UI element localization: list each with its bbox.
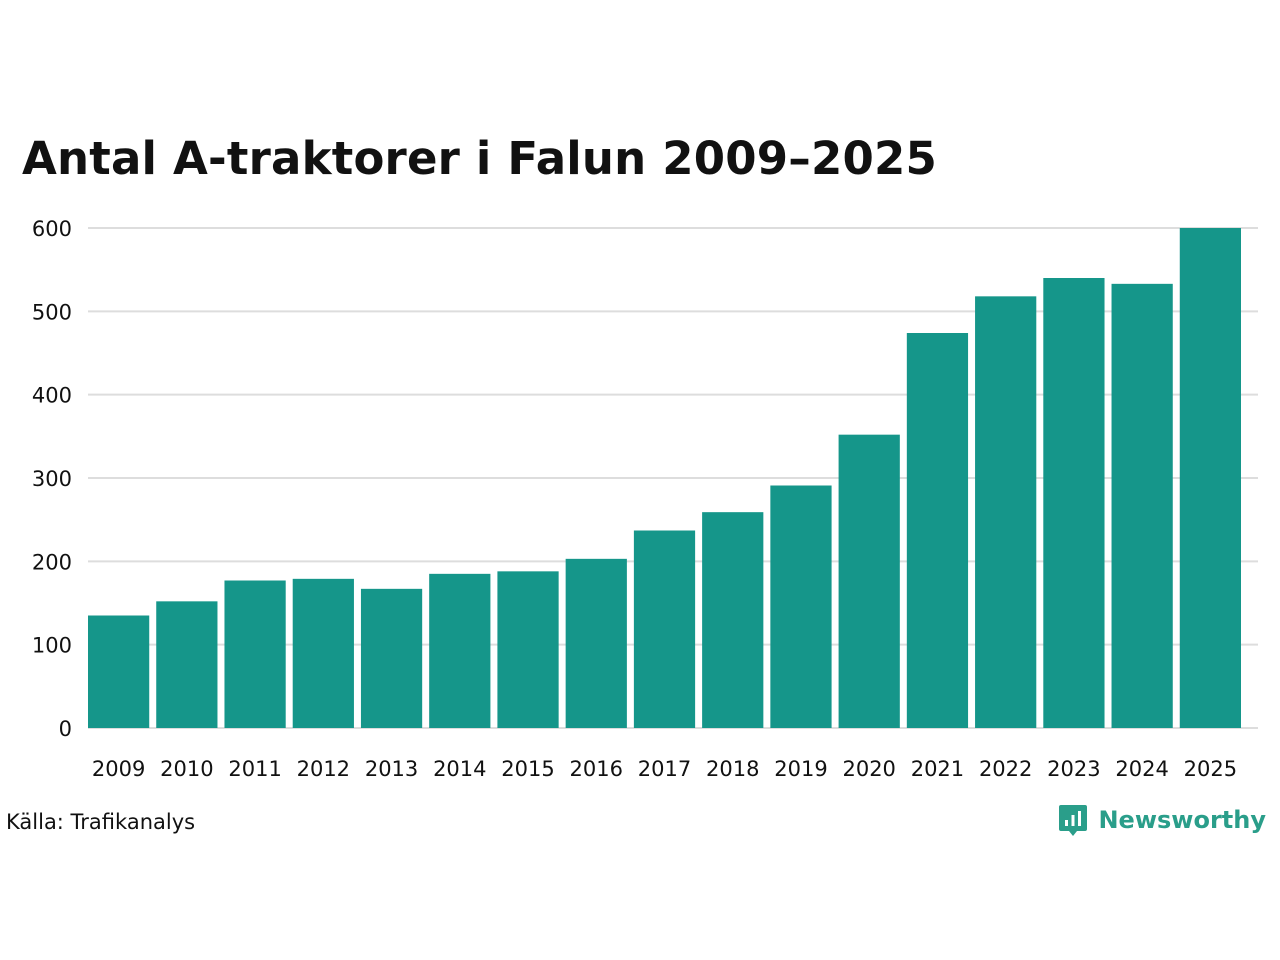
- x-tick-label: 2016: [570, 757, 623, 781]
- bar: [633, 530, 696, 728]
- bar: [360, 588, 423, 728]
- bar: [429, 573, 491, 728]
- x-tick-label: 2023: [1047, 757, 1100, 781]
- bar: [702, 512, 764, 728]
- x-tick-label: 2022: [979, 757, 1032, 781]
- bar: [224, 580, 286, 728]
- x-tick-label: 2013: [365, 757, 418, 781]
- x-tick-label: 2021: [911, 757, 964, 781]
- bar: [906, 333, 969, 728]
- y-tick-label: 500: [32, 300, 72, 324]
- brand-name: Newsworthy: [1098, 806, 1266, 834]
- x-tick-label: 2017: [638, 757, 691, 781]
- bar: [88, 615, 150, 728]
- x-tick-label: 2024: [1115, 757, 1168, 781]
- bar: [1043, 278, 1105, 728]
- bar: [565, 558, 627, 728]
- x-tick-label: 2014: [433, 757, 486, 781]
- newsworthy-logo-icon: [1059, 805, 1088, 836]
- x-tick-label: 2012: [297, 757, 350, 781]
- bar: [975, 296, 1037, 728]
- x-tick-label: 2009: [92, 757, 145, 781]
- bar: [838, 434, 900, 728]
- y-tick-label: 400: [32, 384, 72, 408]
- y-tick-label: 300: [32, 467, 72, 491]
- y-tick-label: 600: [32, 217, 72, 241]
- bar: [770, 485, 832, 728]
- bar: [1179, 228, 1241, 728]
- x-tick-label: 2025: [1184, 757, 1237, 781]
- y-tick-label: 100: [32, 634, 72, 658]
- brand-logo: Newsworthy: [1058, 803, 1266, 837]
- x-tick-label: 2010: [160, 757, 213, 781]
- y-tick-label: 200: [32, 550, 72, 574]
- chart-title: Antal A-traktorer i Falun 2009–2025: [22, 132, 938, 185]
- x-tick-label: 2019: [774, 757, 827, 781]
- x-tick-label: 2018: [706, 757, 759, 781]
- source-note: Källa: Trafikanalys: [6, 810, 196, 834]
- bar: [497, 571, 559, 728]
- x-tick-label: 2011: [228, 757, 281, 781]
- y-tick-label: 0: [59, 717, 72, 741]
- x-tick-label: 2020: [842, 757, 895, 781]
- x-tick-label: 2015: [501, 757, 554, 781]
- bar: [292, 578, 354, 728]
- bar: [1111, 283, 1173, 728]
- bar: [156, 601, 218, 728]
